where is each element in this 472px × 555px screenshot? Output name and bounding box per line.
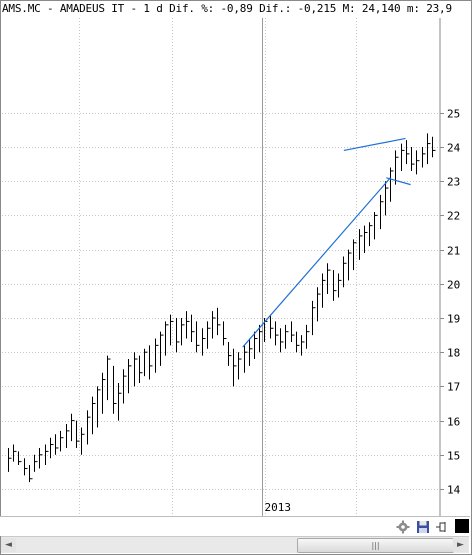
min-label: m: [406, 2, 420, 15]
floppy-disk-icon[interactable] [416, 519, 430, 533]
y-tick-label: 23 [447, 176, 460, 189]
chart-header: AMS.MC - AMADEUS IT - 1 d Dif. %: -0,89 … [2, 2, 452, 15]
trendline [343, 137, 406, 152]
trendline [386, 177, 411, 186]
y-tick-label: 22 [447, 210, 460, 223]
diff-pct-value: -0,89 [220, 2, 253, 15]
diff-label: Dif.: [259, 2, 292, 15]
period-label: 1 d [143, 2, 163, 15]
y-tick-label: 19 [447, 313, 460, 326]
scroll-right-button[interactable]: ► [453, 538, 468, 552]
y-tick-label: 15 [447, 450, 460, 463]
y-tick-label: 24 [447, 142, 461, 155]
diff-pct-label: Dif. %: [169, 2, 215, 15]
y-tick-label: 25 [447, 108, 460, 121]
trendlines [242, 137, 411, 348]
y-tick-label: 20 [447, 279, 460, 292]
y-tick-label: 14 [447, 484, 461, 497]
x-axis-strip [0, 516, 470, 536]
company-name: AMADEUS IT [59, 2, 125, 15]
gear-icon[interactable] [396, 519, 410, 534]
min-value: 23,9 [426, 2, 452, 15]
pin-icon[interactable] [435, 519, 449, 533]
diff-value: -0,215 [297, 2, 337, 15]
symbol-label: AMS.MC [2, 2, 41, 15]
y-tick-label: 18 [447, 347, 460, 360]
grid [2, 18, 440, 516]
y-tick-label: 21 [447, 245, 460, 258]
y-tick-label: 17 [447, 381, 460, 394]
year-marker-label: 2013 [265, 501, 292, 514]
scroll-thumb[interactable]: ||| [297, 538, 454, 553]
black-square-icon[interactable] [455, 519, 469, 533]
y-tick-label: 16 [447, 416, 460, 429]
y-axis: 14 15 16 17 18 19 20 21 22 23 24 25 [439, 18, 461, 516]
max-label: M: [342, 2, 356, 15]
horizontal-scrollbar[interactable]: ◄ ||| ► [1, 536, 469, 553]
price-series [8, 133, 436, 483]
scroll-left-button[interactable]: ◄ [1, 538, 16, 552]
trendline [242, 177, 391, 348]
max-value: 24,140 [361, 2, 401, 15]
